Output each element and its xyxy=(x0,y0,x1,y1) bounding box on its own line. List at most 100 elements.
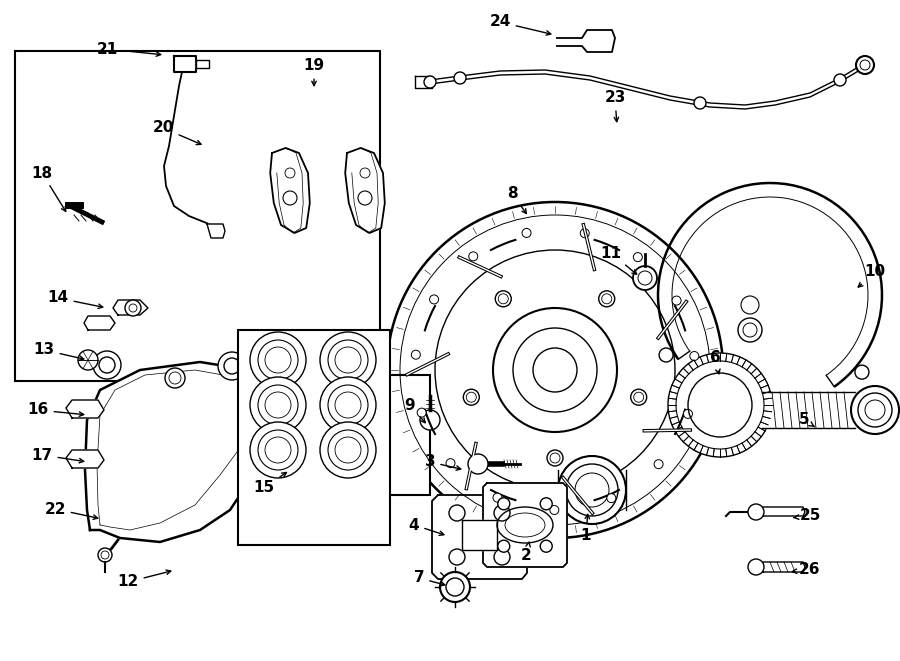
Text: 17: 17 xyxy=(32,447,84,463)
Circle shape xyxy=(449,505,465,521)
Circle shape xyxy=(851,386,899,434)
Circle shape xyxy=(654,459,663,469)
Circle shape xyxy=(633,266,657,290)
Text: 19: 19 xyxy=(303,59,325,86)
Circle shape xyxy=(689,352,698,360)
Text: 25: 25 xyxy=(794,508,821,524)
Circle shape xyxy=(454,72,466,84)
Text: 20: 20 xyxy=(152,120,201,145)
Circle shape xyxy=(741,296,759,314)
Circle shape xyxy=(493,493,502,502)
Circle shape xyxy=(417,408,426,417)
Text: 10: 10 xyxy=(859,264,886,287)
Text: 3: 3 xyxy=(425,455,461,470)
Text: 12: 12 xyxy=(117,570,171,590)
Text: 15: 15 xyxy=(254,473,286,496)
Polygon shape xyxy=(84,316,115,330)
Text: 7: 7 xyxy=(414,570,445,586)
Circle shape xyxy=(429,295,438,304)
Polygon shape xyxy=(462,520,497,550)
Polygon shape xyxy=(196,60,209,68)
Circle shape xyxy=(672,296,681,305)
Circle shape xyxy=(387,202,723,538)
Circle shape xyxy=(446,459,455,468)
Circle shape xyxy=(93,351,121,379)
Circle shape xyxy=(634,253,643,262)
Text: 11: 11 xyxy=(600,245,636,274)
Circle shape xyxy=(320,422,376,478)
Text: 21: 21 xyxy=(96,42,161,56)
Circle shape xyxy=(834,74,846,86)
Polygon shape xyxy=(113,300,148,315)
Text: 8: 8 xyxy=(507,186,526,214)
Polygon shape xyxy=(85,362,263,542)
Circle shape xyxy=(250,422,306,478)
Bar xyxy=(238,330,390,545)
Circle shape xyxy=(494,505,510,521)
Circle shape xyxy=(855,365,868,379)
Polygon shape xyxy=(66,400,104,418)
Circle shape xyxy=(547,450,563,466)
Text: 14: 14 xyxy=(48,290,103,309)
Text: 5: 5 xyxy=(798,412,814,428)
Polygon shape xyxy=(557,30,615,52)
Circle shape xyxy=(607,494,616,502)
Polygon shape xyxy=(346,148,385,233)
Circle shape xyxy=(165,368,185,388)
Polygon shape xyxy=(760,562,805,572)
Circle shape xyxy=(285,168,295,178)
Text: 9: 9 xyxy=(405,397,425,423)
Circle shape xyxy=(440,572,470,602)
Circle shape xyxy=(250,332,306,388)
Text: 22: 22 xyxy=(44,502,98,520)
Circle shape xyxy=(540,498,553,510)
Circle shape xyxy=(540,540,553,552)
Circle shape xyxy=(495,291,511,307)
Circle shape xyxy=(522,229,531,237)
Polygon shape xyxy=(760,507,805,516)
Polygon shape xyxy=(762,392,855,428)
Text: 4: 4 xyxy=(409,518,444,535)
Circle shape xyxy=(683,409,692,418)
Circle shape xyxy=(469,252,478,261)
Circle shape xyxy=(856,56,874,74)
Circle shape xyxy=(78,350,98,370)
Polygon shape xyxy=(432,495,527,579)
Text: 1: 1 xyxy=(580,514,591,543)
Bar xyxy=(15,51,380,381)
Circle shape xyxy=(358,191,372,205)
Bar xyxy=(238,375,430,495)
Text: 16: 16 xyxy=(27,403,84,418)
Circle shape xyxy=(550,506,559,514)
Polygon shape xyxy=(174,56,196,72)
Text: 24: 24 xyxy=(490,15,551,35)
Circle shape xyxy=(283,191,297,205)
Circle shape xyxy=(694,97,706,109)
Text: 18: 18 xyxy=(32,165,66,212)
Circle shape xyxy=(320,377,376,433)
Circle shape xyxy=(250,377,306,433)
Circle shape xyxy=(580,229,590,238)
Circle shape xyxy=(464,389,480,405)
Text: 26: 26 xyxy=(792,563,821,578)
Circle shape xyxy=(659,348,673,362)
Circle shape xyxy=(668,353,772,457)
Text: 6: 6 xyxy=(709,350,720,374)
Circle shape xyxy=(468,454,488,474)
Circle shape xyxy=(748,504,764,520)
Text: 13: 13 xyxy=(33,342,84,360)
Circle shape xyxy=(449,549,465,565)
Polygon shape xyxy=(483,483,567,567)
Circle shape xyxy=(631,389,647,405)
Circle shape xyxy=(125,300,141,316)
Circle shape xyxy=(424,76,436,88)
Polygon shape xyxy=(66,450,104,468)
Circle shape xyxy=(98,548,112,562)
Circle shape xyxy=(360,168,370,178)
Text: 2: 2 xyxy=(520,542,531,563)
Circle shape xyxy=(420,410,440,430)
Circle shape xyxy=(598,291,615,307)
Polygon shape xyxy=(415,76,432,88)
Circle shape xyxy=(218,352,246,380)
Circle shape xyxy=(494,549,510,565)
